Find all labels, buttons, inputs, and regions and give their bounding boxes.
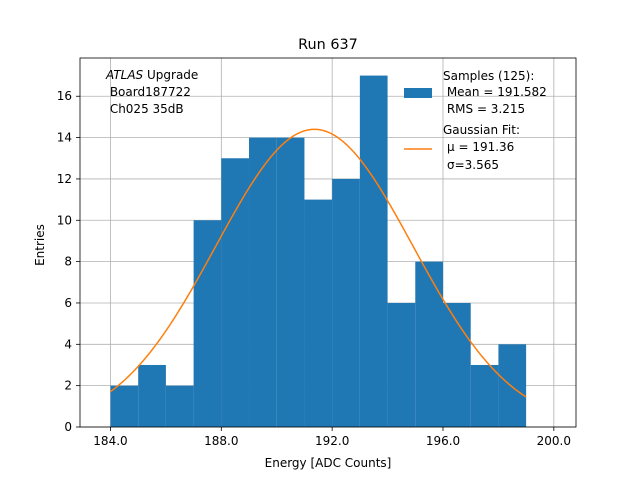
x-tick-label: 192.0 bbox=[315, 434, 349, 448]
legend-fit-line-1: Gaussian Fit: bbox=[443, 123, 520, 137]
histogram-bar bbox=[193, 220, 222, 427]
legend-samples-line-2: Mean = 191.582 bbox=[443, 85, 547, 99]
axes-frame bbox=[79, 57, 577, 428]
gaussian-fit-curve bbox=[110, 128, 527, 398]
histogram-bar bbox=[359, 75, 388, 428]
histogram-bar bbox=[304, 199, 333, 427]
x-tick-label: 184.0 bbox=[93, 434, 127, 448]
chart-title: Run 637 bbox=[298, 37, 358, 53]
legend-samples-line-1: Samples (125): bbox=[443, 69, 534, 83]
annotation-line-1: ATLAS Upgrade bbox=[105, 68, 198, 82]
annotation-line-2: Board187722 bbox=[106, 85, 191, 99]
legend: Samples (125): Mean = 191.582 RMS = 3.21… bbox=[404, 69, 547, 172]
histogram-bar bbox=[415, 261, 443, 427]
x-ticks: 184.0 188.0 192.0 196.0 200.0 bbox=[93, 427, 571, 448]
histogram-bar bbox=[249, 137, 277, 427]
annotation-line-3: Ch025 35dB bbox=[106, 102, 184, 116]
annotation-upgrade: Upgrade bbox=[143, 68, 198, 82]
y-tick-label: 14 bbox=[57, 131, 72, 145]
histogram-bar bbox=[110, 385, 139, 427]
histogram-bar bbox=[498, 344, 527, 427]
y-ticks: 0 2 4 6 8 10 12 14 16 bbox=[57, 89, 80, 434]
histogram-bar bbox=[387, 302, 416, 427]
histogram-bar bbox=[138, 364, 166, 427]
legend-fit-sigma: σ=3.565 bbox=[447, 158, 499, 172]
x-tick-label: 196.0 bbox=[426, 434, 460, 448]
atlas-italic: ATLAS bbox=[105, 68, 144, 82]
y-tick-label: 12 bbox=[57, 172, 72, 186]
x-tick-label: 188.0 bbox=[204, 434, 238, 448]
x-axis-label: Energy [ADC Counts] bbox=[265, 456, 392, 470]
y-axis-label: Entries bbox=[33, 224, 47, 266]
histogram-bar bbox=[276, 137, 305, 427]
histogram-bar bbox=[332, 178, 360, 427]
histogram-bar bbox=[165, 385, 194, 427]
legend-samples-patch bbox=[404, 88, 432, 98]
atlas-annotation: ATLAS Upgrade Board187722 Ch025 35dB bbox=[105, 68, 198, 116]
histogram-bars bbox=[110, 75, 527, 428]
histogram-bar bbox=[442, 302, 471, 427]
y-tick-label: 4 bbox=[64, 337, 72, 351]
histogram-bar bbox=[470, 364, 499, 427]
y-tick-label: 0 bbox=[64, 420, 72, 434]
legend-samples-line-3: RMS = 3.215 bbox=[443, 102, 525, 116]
y-tick-label: 10 bbox=[57, 213, 72, 227]
histogram-bar bbox=[221, 158, 250, 427]
y-tick-label: 2 bbox=[64, 379, 72, 393]
y-tick-label: 16 bbox=[57, 89, 72, 103]
x-tick-label: 200.0 bbox=[537, 434, 571, 448]
legend-fit-mu: μ = 191.36 bbox=[447, 140, 514, 154]
y-tick-label: 6 bbox=[64, 296, 72, 310]
y-tick-label: 8 bbox=[64, 255, 72, 269]
